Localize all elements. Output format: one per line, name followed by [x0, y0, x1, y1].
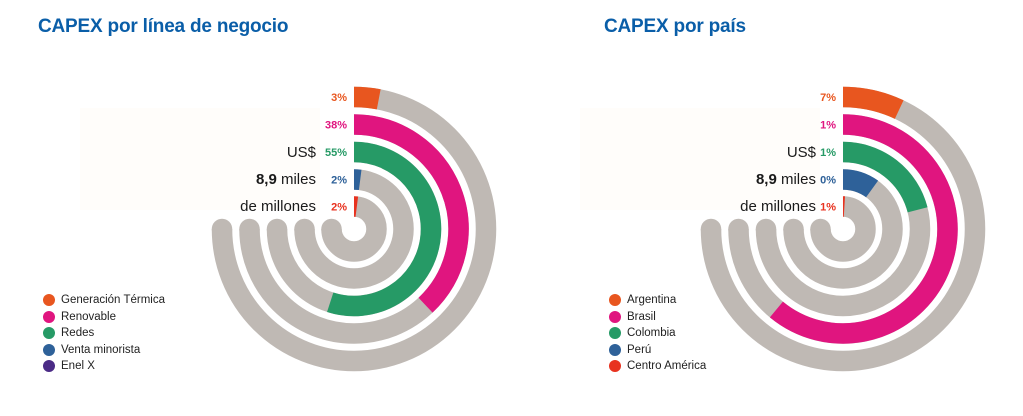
ring-track-cap — [755, 218, 777, 240]
value-bar — [769, 114, 958, 344]
value-label: 7% — [820, 92, 836, 104]
legend-label: Redes — [61, 327, 95, 340]
legend-label: Enel X — [61, 360, 95, 373]
ring-argentina: 7% — [700, 86, 986, 372]
ring-redes: 55% — [266, 141, 442, 317]
value-label: 38% — [325, 120, 347, 132]
chart-panel-business-line: CAPEX por línea de negocio 3% 38% 55% 2% 2% … — [38, 16, 497, 375]
legend-label: Colombia — [627, 327, 676, 340]
chart-panel-country: CAPEX por país 7% 61% 21% 10% 1% US$ 8,9 mil… — [512, 0, 1023, 416]
legend-swatch-icon — [609, 360, 621, 373]
ring-track-cap — [266, 218, 288, 240]
value-label: 3% — [331, 92, 347, 104]
ring-centro-am-rica: 1% — [810, 196, 876, 262]
ring-track — [700, 86, 986, 372]
ring-venta-minorista: 2% — [294, 169, 414, 289]
legend-item: Perú — [609, 342, 706, 359]
center-hole — [831, 217, 855, 241]
value-label: 2% — [331, 175, 347, 187]
value-bar — [842, 141, 928, 213]
legend-item: Enel X — [43, 358, 165, 375]
ring-track-cap — [783, 218, 804, 240]
value-bar — [842, 169, 879, 198]
ring-per-: 10% — [783, 169, 903, 289]
legend-swatch-icon — [43, 360, 55, 373]
chart-title: CAPEX por línea de negocio — [38, 16, 289, 37]
total-unit-2: de millones — [240, 198, 316, 215]
value-bar — [327, 141, 442, 317]
center-hole — [342, 217, 366, 241]
ring-generaci-n-t-rmica: 3% — [211, 86, 497, 372]
ring-track-cap — [810, 218, 831, 240]
value-label: 55% — [325, 147, 347, 159]
legend-label: Centro América — [627, 360, 707, 373]
legend-item: Redes — [43, 325, 165, 342]
ring-track — [810, 196, 876, 262]
legend-label: Perú — [627, 343, 652, 356]
ring-track-cap — [211, 218, 233, 240]
legend-item: Venta minorista — [43, 342, 165, 359]
radial-chart-business-line: 3% 38% 55% 2% 2% — [211, 86, 497, 372]
legend-swatch-icon — [609, 294, 621, 307]
ring-track — [211, 86, 497, 372]
legend-label: Renovable — [61, 310, 116, 323]
total-capex: US$ 8,9 miles de millones — [240, 139, 316, 220]
legend-swatch-icon — [43, 343, 55, 356]
ring-track-cap — [700, 218, 722, 240]
legend: Generación Térmica Renovable Redes Venta mi… — [43, 292, 165, 375]
chart-title: CAPEX por país — [604, 16, 746, 37]
ring-renovable: 38% — [239, 114, 469, 344]
total-unit-2: de millones — [740, 198, 816, 215]
value-bar — [842, 86, 904, 119]
legend-item: Generación Térmica — [43, 292, 165, 309]
ring-colombia: 21% — [755, 141, 931, 317]
value-label: 1% — [820, 202, 836, 214]
legend-item: Brasil — [609, 309, 706, 326]
legend-swatch-icon — [43, 327, 55, 340]
ring-track-cap — [294, 218, 315, 240]
total-amount: 8,9 — [755, 171, 777, 188]
legend-item: Renovable — [43, 309, 165, 326]
total-amount-line: 8,9 miles — [740, 166, 816, 193]
total-amount-line: 8,9 miles — [240, 166, 316, 193]
legend-item: Argentina — [609, 292, 706, 309]
legend: Argentina Brasil Colombia Perú Centro Améric… — [609, 292, 706, 375]
legend-swatch-icon — [43, 294, 55, 307]
ring-enel-x: 2% — [321, 196, 387, 262]
total-amount: 8,9 — [255, 171, 277, 188]
legend-label: Venta minorista — [61, 343, 141, 356]
ring-track-cap — [321, 218, 342, 240]
value-label: 2% — [331, 202, 347, 214]
legend-label: Argentina — [627, 294, 677, 307]
legend-item: Colombia — [609, 325, 706, 342]
ring-track — [294, 169, 414, 289]
legend-label: Generación Térmica — [61, 294, 165, 307]
legend-swatch-icon — [609, 343, 621, 356]
ring-track — [783, 169, 903, 289]
total-unit-1: miles — [780, 171, 816, 188]
legend-swatch-icon — [43, 310, 55, 323]
legend-item: Centro América — [609, 358, 706, 375]
total-capex: US$ 8,9 miles de millones — [740, 139, 816, 220]
legend-label: Brasil — [627, 310, 656, 323]
value-bar — [353, 114, 469, 313]
ring-track-cap — [239, 218, 260, 240]
total-box: US$ 8,9 miles de millones — [80, 108, 320, 215]
total-box: US$ 8,9 miles de millones — [580, 108, 820, 215]
total-unit-1: miles — [280, 171, 316, 188]
ring-track-cap — [728, 218, 749, 240]
ring-track — [321, 196, 387, 262]
legend-swatch-icon — [609, 327, 621, 340]
total-currency: US$ — [286, 144, 316, 161]
radial-chart-country: 7%61%21%10%1% — [700, 86, 986, 372]
total-currency: US$ — [786, 144, 816, 161]
legend-swatch-icon — [609, 310, 621, 323]
value-bar — [353, 86, 381, 110]
